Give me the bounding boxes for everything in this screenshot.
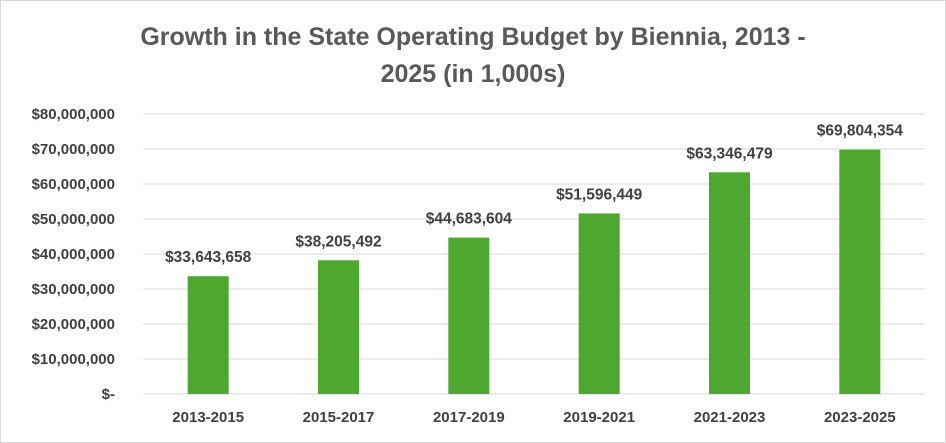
- data-label-2017-2019: $44,683,604: [426, 211, 513, 228]
- x-tick-label: 2019-2021: [563, 409, 635, 426]
- data-label-2021-2023: $63,346,479: [686, 145, 773, 162]
- y-tick-label: $-: [102, 386, 115, 403]
- y-tick-label: $80,000,000: [32, 106, 115, 123]
- chart-title-line-1: Growth in the State Operating Budget by …: [140, 23, 805, 51]
- y-tick-label: $20,000,000: [32, 316, 115, 333]
- bar-2017-2019: [448, 237, 490, 394]
- y-axis-tick-labels: $- $10,000,000 $20,000,000 $30,000,000 $40,0…: [32, 106, 115, 403]
- y-tick-label: $10,000,000: [32, 351, 115, 368]
- data-label-2023-2025: $69,804,354: [817, 123, 904, 140]
- x-tick-label: 2017-2019: [433, 409, 505, 426]
- bar-2015-2017: [318, 260, 359, 394]
- x-tick-label: 2023-2025: [824, 409, 896, 426]
- y-tick-label: $50,000,000: [32, 211, 115, 228]
- y-tick-label: $40,000,000: [32, 246, 115, 263]
- x-tick-label: 2021-2023: [694, 409, 766, 426]
- x-tick-label: 2013-2015: [172, 409, 244, 426]
- data-label-2013-2015: $33,643,658: [165, 249, 252, 266]
- data-label-2015-2017: $38,205,492: [295, 233, 381, 250]
- bar-2019-2021: [578, 213, 620, 394]
- y-tick-label: $70,000,000: [32, 141, 115, 158]
- bar-2013-2015: [187, 276, 229, 394]
- data-labels: $33,643,658 $38,205,492 $44,683,604 $51,596…: [165, 123, 903, 267]
- bar-2021-2023: [709, 172, 750, 394]
- x-axis-tick-labels: 2013-2015 2015-2017 2017-2019 2019-2021 2021…: [172, 409, 895, 426]
- y-tick-label: $60,000,000: [32, 176, 115, 193]
- bar-2023-2025: [839, 149, 881, 394]
- chart-title-line-2: 2025 (in 1,000s): [381, 60, 566, 88]
- bars: [187, 149, 881, 394]
- data-label-2019-2021: $51,596,449: [556, 186, 643, 203]
- gridlines: [143, 113, 925, 395]
- chart-title: Growth in the State Operating Budget by …: [140, 23, 805, 88]
- y-tick-label: $30,000,000: [32, 281, 115, 298]
- x-tick-label: 2015-2017: [303, 409, 375, 426]
